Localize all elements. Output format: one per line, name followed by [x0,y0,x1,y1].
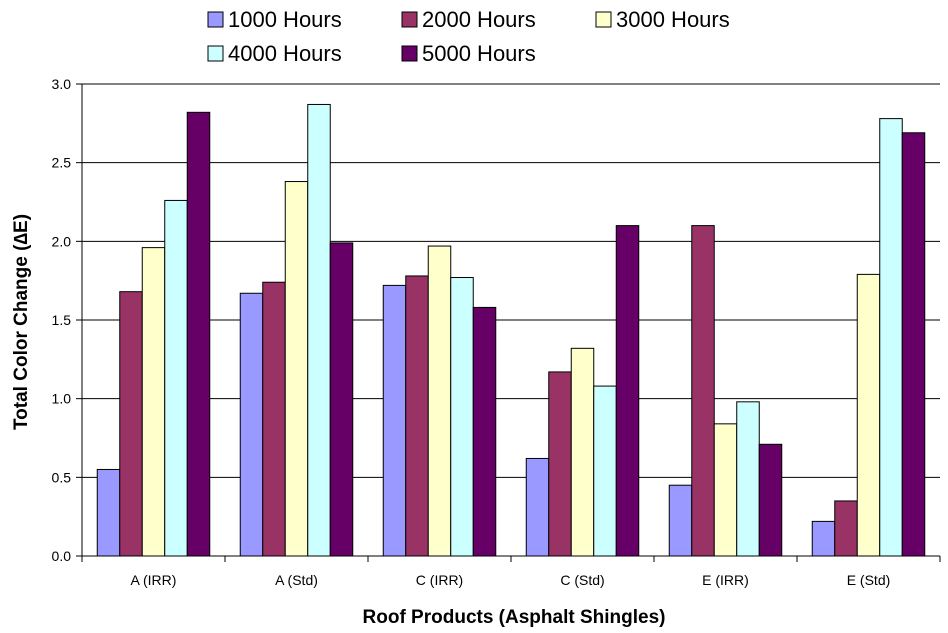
x-tick-labels: A (IRR) A (Std) C (IRR) C (Std) E (IRR) E (St… [131,572,891,588]
bar [548,371,572,557]
legend-item: 5000 Hours [401,41,536,66]
x-tick-label: C (Std) [560,572,604,588]
legend-label: 5000 Hours [422,41,536,66]
y-tick-label: 1.0 [52,391,72,407]
bar [164,199,188,557]
bar [834,500,858,557]
gridlines [82,83,940,478]
y-tick-label: 3.0 [52,76,72,92]
bar [811,520,836,557]
bar [901,132,926,557]
bar [668,484,693,557]
y-axis-title: Total Color Change (∆E) [11,214,32,430]
bar [691,225,715,557]
bar [186,111,211,557]
bars [96,103,926,557]
bar [119,291,143,557]
y-tick-label: 2.0 [52,233,72,249]
bar [570,347,595,557]
y-tick-label: 0.0 [52,548,72,564]
bar [141,247,166,557]
bar [329,242,354,557]
bar [525,457,550,557]
legend-item: 1000 Hours [207,7,342,32]
x-axis-title: Roof Products (Asphalt Shingles) [363,607,666,628]
bar [856,273,881,557]
bar [239,292,264,557]
legend-swatch [207,45,224,62]
legend-label: 1000 Hours [228,7,342,32]
y-tick-label: 0.5 [52,469,72,485]
legend-swatch [401,45,418,62]
legend-label: 3000 Hours [616,7,730,32]
legend-label: 2000 Hours [422,7,536,32]
y-tick-label: 1.5 [52,312,72,328]
x-tick-label: E (Std) [847,572,891,588]
x-tick-label: C (IRR) [416,572,463,588]
legend-swatch [207,11,224,28]
bar [472,306,497,557]
x-tick-label: A (Std) [275,572,318,588]
bar [593,385,617,557]
legend-swatch [595,11,612,28]
y-tick-labels: 0.0 0.5 1.0 1.5 2.0 2.5 3.0 [52,76,72,564]
bar [405,275,429,557]
legend-item: 2000 Hours [401,7,536,32]
axes [76,83,941,562]
bar [450,277,474,557]
bar [284,181,309,557]
x-tick-label: A (IRR) [131,572,177,588]
bar [307,103,331,557]
bar [736,401,760,557]
bar [262,281,286,557]
bar [713,423,738,557]
bar [96,468,121,557]
y-tick-label: 2.5 [52,155,72,171]
bar [879,118,903,557]
bar [758,443,783,557]
bar [615,225,640,557]
bar [382,284,407,557]
bar [427,245,452,557]
legend-item: 3000 Hours [595,7,730,32]
x-tick-label: E (IRR) [702,572,749,588]
legend-label: 4000 Hours [228,41,342,66]
legend: 1000 Hours 2000 Hours 3000 Hours 4000 Hours… [207,7,730,66]
legend-swatch [401,11,418,28]
legend-item: 4000 Hours [207,41,342,66]
